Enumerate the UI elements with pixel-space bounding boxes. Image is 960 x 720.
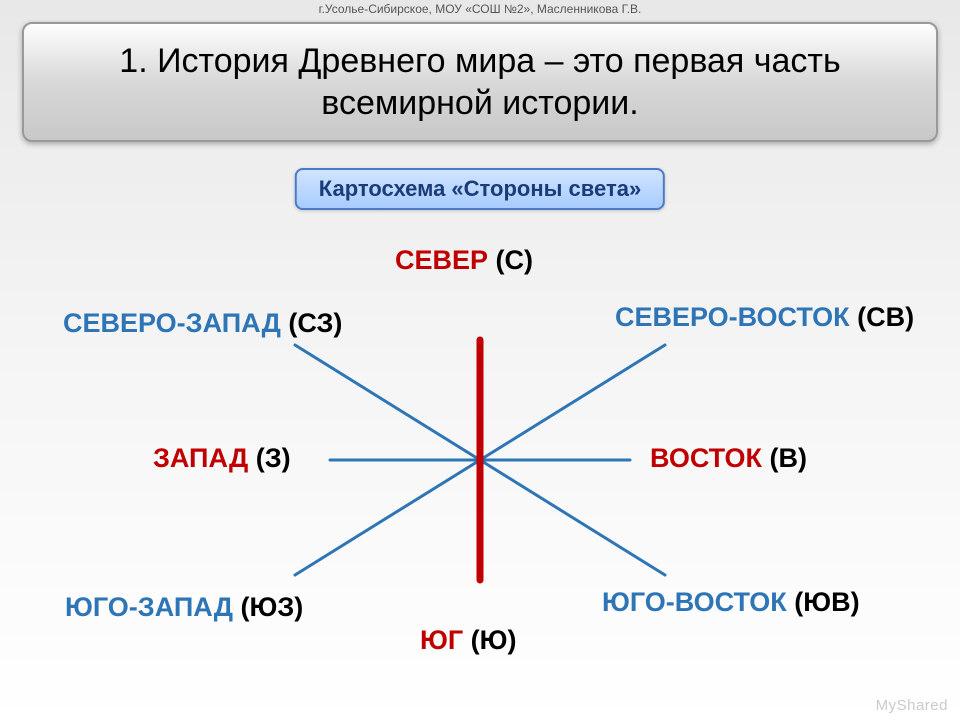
direction-name: ЮГО-ЗАПАД — [65, 592, 241, 622]
direction-name: СЕВЕР — [395, 245, 496, 275]
direction-abbr: (ЮЗ) — [241, 592, 304, 622]
subtitle-bar: Картосхема «Стороны света» — [295, 168, 665, 210]
direction-sw: ЮГО-ЗАПАД (ЮЗ) — [65, 592, 303, 623]
title-bar: 1. История Древнего мира – это первая ча… — [22, 22, 938, 142]
direction-abbr: (З) — [256, 443, 291, 473]
direction-e: ВОСТОК (В) — [650, 443, 807, 474]
direction-name: ЮГО-ВОСТОК — [602, 587, 794, 617]
direction-name: ВОСТОК — [650, 443, 769, 473]
direction-abbr: (С) — [496, 245, 533, 275]
compass-stage: СЕВЕР (С) СЕВЕРО-ВОСТОК (СВ) ВОСТОК (В) ЮГО… — [0, 220, 960, 690]
direction-s: ЮГ (Ю) — [420, 625, 516, 656]
direction-se: ЮГО-ВОСТОК (ЮВ) — [602, 587, 860, 618]
direction-n: СЕВЕР (С) — [395, 245, 533, 276]
direction-nw: СЕВЕРО-ЗАПАД (СЗ) — [63, 308, 342, 339]
direction-abbr: (СВ) — [857, 302, 914, 332]
direction-abbr: (ЮВ) — [794, 587, 859, 617]
direction-name: СЕВЕРО-ВОСТОК — [615, 302, 857, 332]
direction-w: ЗАПАД (З) — [153, 443, 291, 474]
direction-name: ЗАПАД — [153, 443, 256, 473]
title-text: 1. История Древнего мира – это первая ча… — [44, 40, 916, 125]
direction-abbr: (В) — [769, 443, 806, 473]
watermark: MyShared — [876, 697, 948, 714]
direction-abbr: (Ю) — [471, 625, 517, 655]
direction-name: ЮГ — [420, 625, 471, 655]
direction-name: СЕВЕРО-ЗАПАД — [63, 308, 288, 338]
direction-abbr: (СЗ) — [288, 308, 342, 338]
direction-ne: СЕВЕРО-ВОСТОК (СВ) — [615, 302, 914, 333]
header-credit: г.Усолье-Сибирское, МОУ «СОШ №2», Маслен… — [0, 2, 960, 16]
